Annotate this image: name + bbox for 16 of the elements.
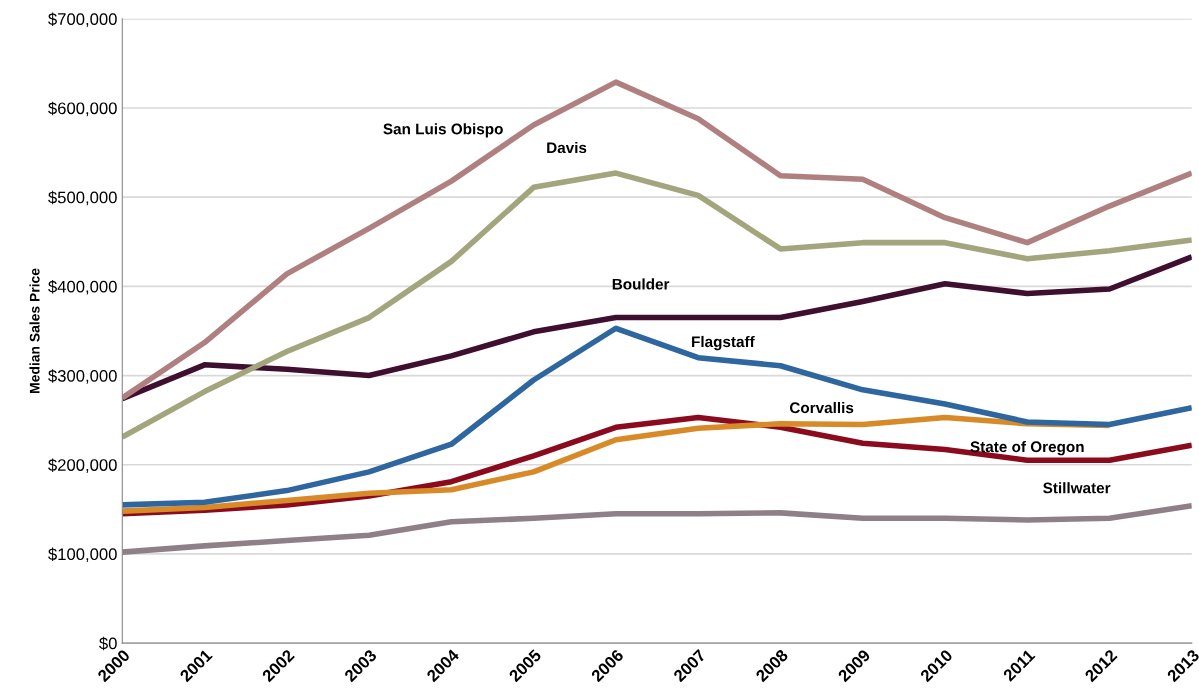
y-tick-label: $700,000 [48, 12, 117, 27]
series-label: Boulder [612, 278, 670, 290]
series-label: Davis [547, 141, 587, 154]
y-axis-title: Median Sales Price [29, 268, 40, 393]
series-label: State of Oregon [970, 440, 1084, 456]
series-label: San Luis Obispo [383, 123, 503, 138]
y-tick-label: $500,000 [48, 190, 117, 206]
y-tick-label: $400,000 [48, 280, 117, 295]
y-tick-label: $100,000 [48, 547, 117, 563]
series-label: Stillwater [1043, 482, 1111, 494]
y-tick-label: $200,000 [48, 458, 117, 473]
y-tick-label: $300,000 [48, 369, 117, 384]
series-label: Corvallis [789, 401, 854, 414]
y-tick-label: $0 [99, 636, 117, 651]
y-tick-label: $600,000 [48, 101, 117, 117]
series-label: Flagstaff [692, 335, 755, 351]
